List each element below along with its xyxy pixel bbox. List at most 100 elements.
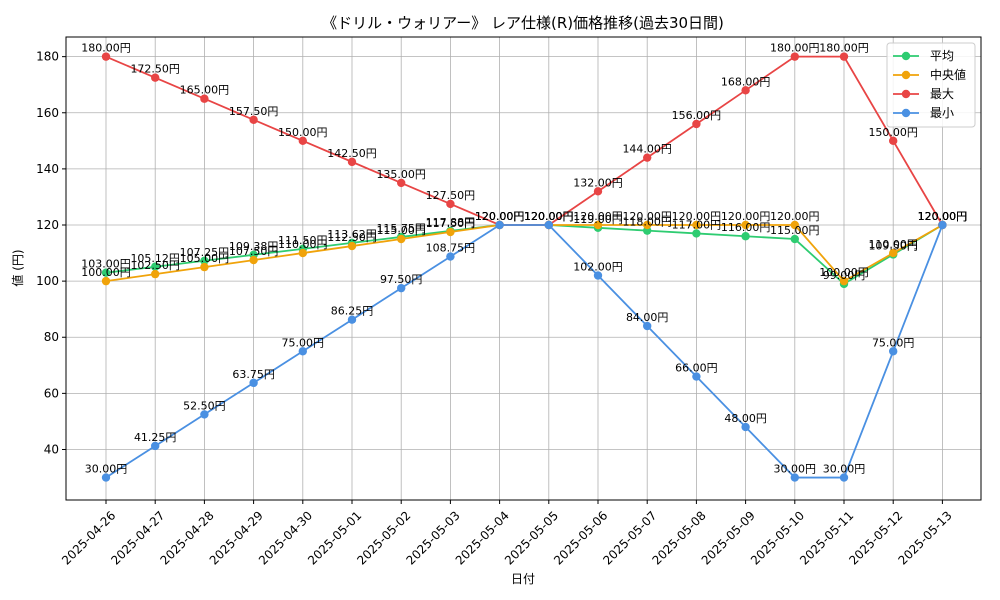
series-line xyxy=(105,55,944,226)
data-label: 157.50円 xyxy=(229,105,279,118)
data-label: 48.00円 xyxy=(724,412,767,425)
legend-swatch-marker xyxy=(901,70,911,80)
data-point xyxy=(151,262,160,271)
y-tick-label: 40 xyxy=(44,442,59,456)
data-label: 108.75円 xyxy=(426,242,476,255)
data-point xyxy=(839,276,849,286)
data-label: 120.00円 xyxy=(524,210,574,223)
data-label: 180.00円 xyxy=(81,42,131,55)
data-label: 110.00円 xyxy=(278,238,328,251)
data-label: 112.50円 xyxy=(327,231,377,244)
chart-title: 《ドリル・ウォリアー》 レア仕様(R)価格推移(過去30日間) xyxy=(322,14,724,32)
data-point xyxy=(495,220,504,230)
data-point xyxy=(692,220,701,230)
data-label: 135.00円 xyxy=(376,168,426,181)
data-label: 165.00円 xyxy=(180,84,230,97)
data-label: 100.00円 xyxy=(81,266,131,279)
y-tick-label: 180 xyxy=(36,50,59,64)
data-point xyxy=(741,86,750,95)
data-point xyxy=(692,372,701,381)
data-point xyxy=(790,473,799,482)
data-label: 117.00円 xyxy=(672,218,722,231)
legend-swatch-marker xyxy=(901,89,911,99)
data-label: 120.00円 xyxy=(475,210,525,223)
y-tick-label: 100 xyxy=(36,274,59,288)
legend-entry: 最小 xyxy=(930,106,954,120)
data-label: 99.00円 xyxy=(823,269,866,282)
data-point xyxy=(889,347,898,356)
data-point xyxy=(347,315,357,324)
data-point xyxy=(200,410,209,419)
data-point xyxy=(446,252,455,261)
data-label: 102.00円 xyxy=(573,261,623,274)
y-tick-label: 80 xyxy=(44,330,59,344)
series-1 xyxy=(101,220,947,286)
data-label: 150.00円 xyxy=(278,126,328,139)
data-point xyxy=(249,378,258,388)
data-label: 41.25円 xyxy=(134,431,177,444)
data-point xyxy=(200,262,209,272)
data-label: 120.00円 xyxy=(918,210,968,223)
data-label: 111.50円 xyxy=(278,234,328,247)
data-point xyxy=(839,473,849,482)
data-label: 75.00円 xyxy=(872,336,915,349)
data-label: 52.50円 xyxy=(183,399,226,412)
data-label: 180.00円 xyxy=(770,42,820,55)
data-label: 120.00円 xyxy=(524,210,574,223)
data-label: 75.00円 xyxy=(282,336,325,349)
data-point xyxy=(101,268,111,277)
legend-swatch-marker xyxy=(901,108,911,118)
x-axis-ticks: 2025-04-262025-04-272025-04-282025-04-29… xyxy=(59,500,955,568)
data-point xyxy=(397,178,406,188)
data-label: 120.00円 xyxy=(721,210,771,223)
data-label: 118.00円 xyxy=(622,216,672,229)
data-point xyxy=(889,136,898,146)
data-label: 30.00円 xyxy=(823,463,866,476)
data-label: 120.00円 xyxy=(475,210,525,223)
data-point xyxy=(643,321,652,331)
y-axis-ticks: 40 60 80 100 120 140 160 180 xyxy=(36,50,66,456)
legend-entry: 最大 xyxy=(930,87,954,101)
data-point xyxy=(249,115,258,124)
series-2 xyxy=(101,52,947,230)
data-label: 180.00円 xyxy=(819,42,869,55)
data-point xyxy=(643,153,652,162)
data-labels: 103.00円 105.12円 107.25円 109.38円 111.50円 113.6… xyxy=(81,42,967,476)
series-3 xyxy=(101,220,947,482)
y-tick-label: 60 xyxy=(44,386,59,400)
data-label: 120.00円 xyxy=(672,210,722,223)
data-point xyxy=(101,473,111,482)
data-label: 120.00円 xyxy=(770,210,820,223)
legend-entry: 平均 xyxy=(930,49,954,63)
data-point xyxy=(446,227,455,237)
data-point xyxy=(643,220,652,230)
data-point xyxy=(593,187,603,196)
data-label: 107.50円 xyxy=(229,245,279,258)
data-label: 120.00円 xyxy=(524,210,574,223)
data-point xyxy=(101,276,111,286)
data-label: 113.62円 xyxy=(327,228,377,241)
data-label: 115.75円 xyxy=(376,222,426,235)
data-point xyxy=(151,269,160,279)
data-point xyxy=(938,220,947,230)
data-label: 120.00円 xyxy=(622,210,672,223)
data-label: 120.00円 xyxy=(524,210,574,223)
data-point xyxy=(347,157,357,167)
data-label: 63.75円 xyxy=(232,368,275,381)
data-label: 115.00円 xyxy=(376,224,426,237)
data-label: 66.00円 xyxy=(675,362,718,375)
data-point xyxy=(889,248,898,258)
data-point xyxy=(397,283,406,293)
data-point xyxy=(790,220,799,230)
data-label: 107.25円 xyxy=(180,246,230,259)
data-point xyxy=(593,271,603,280)
y-tick-label: 120 xyxy=(36,218,59,232)
data-label: 119.00円 xyxy=(573,213,623,226)
data-point xyxy=(593,220,603,230)
data-label: 120.00円 xyxy=(918,210,968,223)
data-point xyxy=(200,256,209,265)
data-label: 102.50円 xyxy=(130,259,180,272)
series xyxy=(101,52,947,482)
data-label: 172.50円 xyxy=(130,63,180,76)
